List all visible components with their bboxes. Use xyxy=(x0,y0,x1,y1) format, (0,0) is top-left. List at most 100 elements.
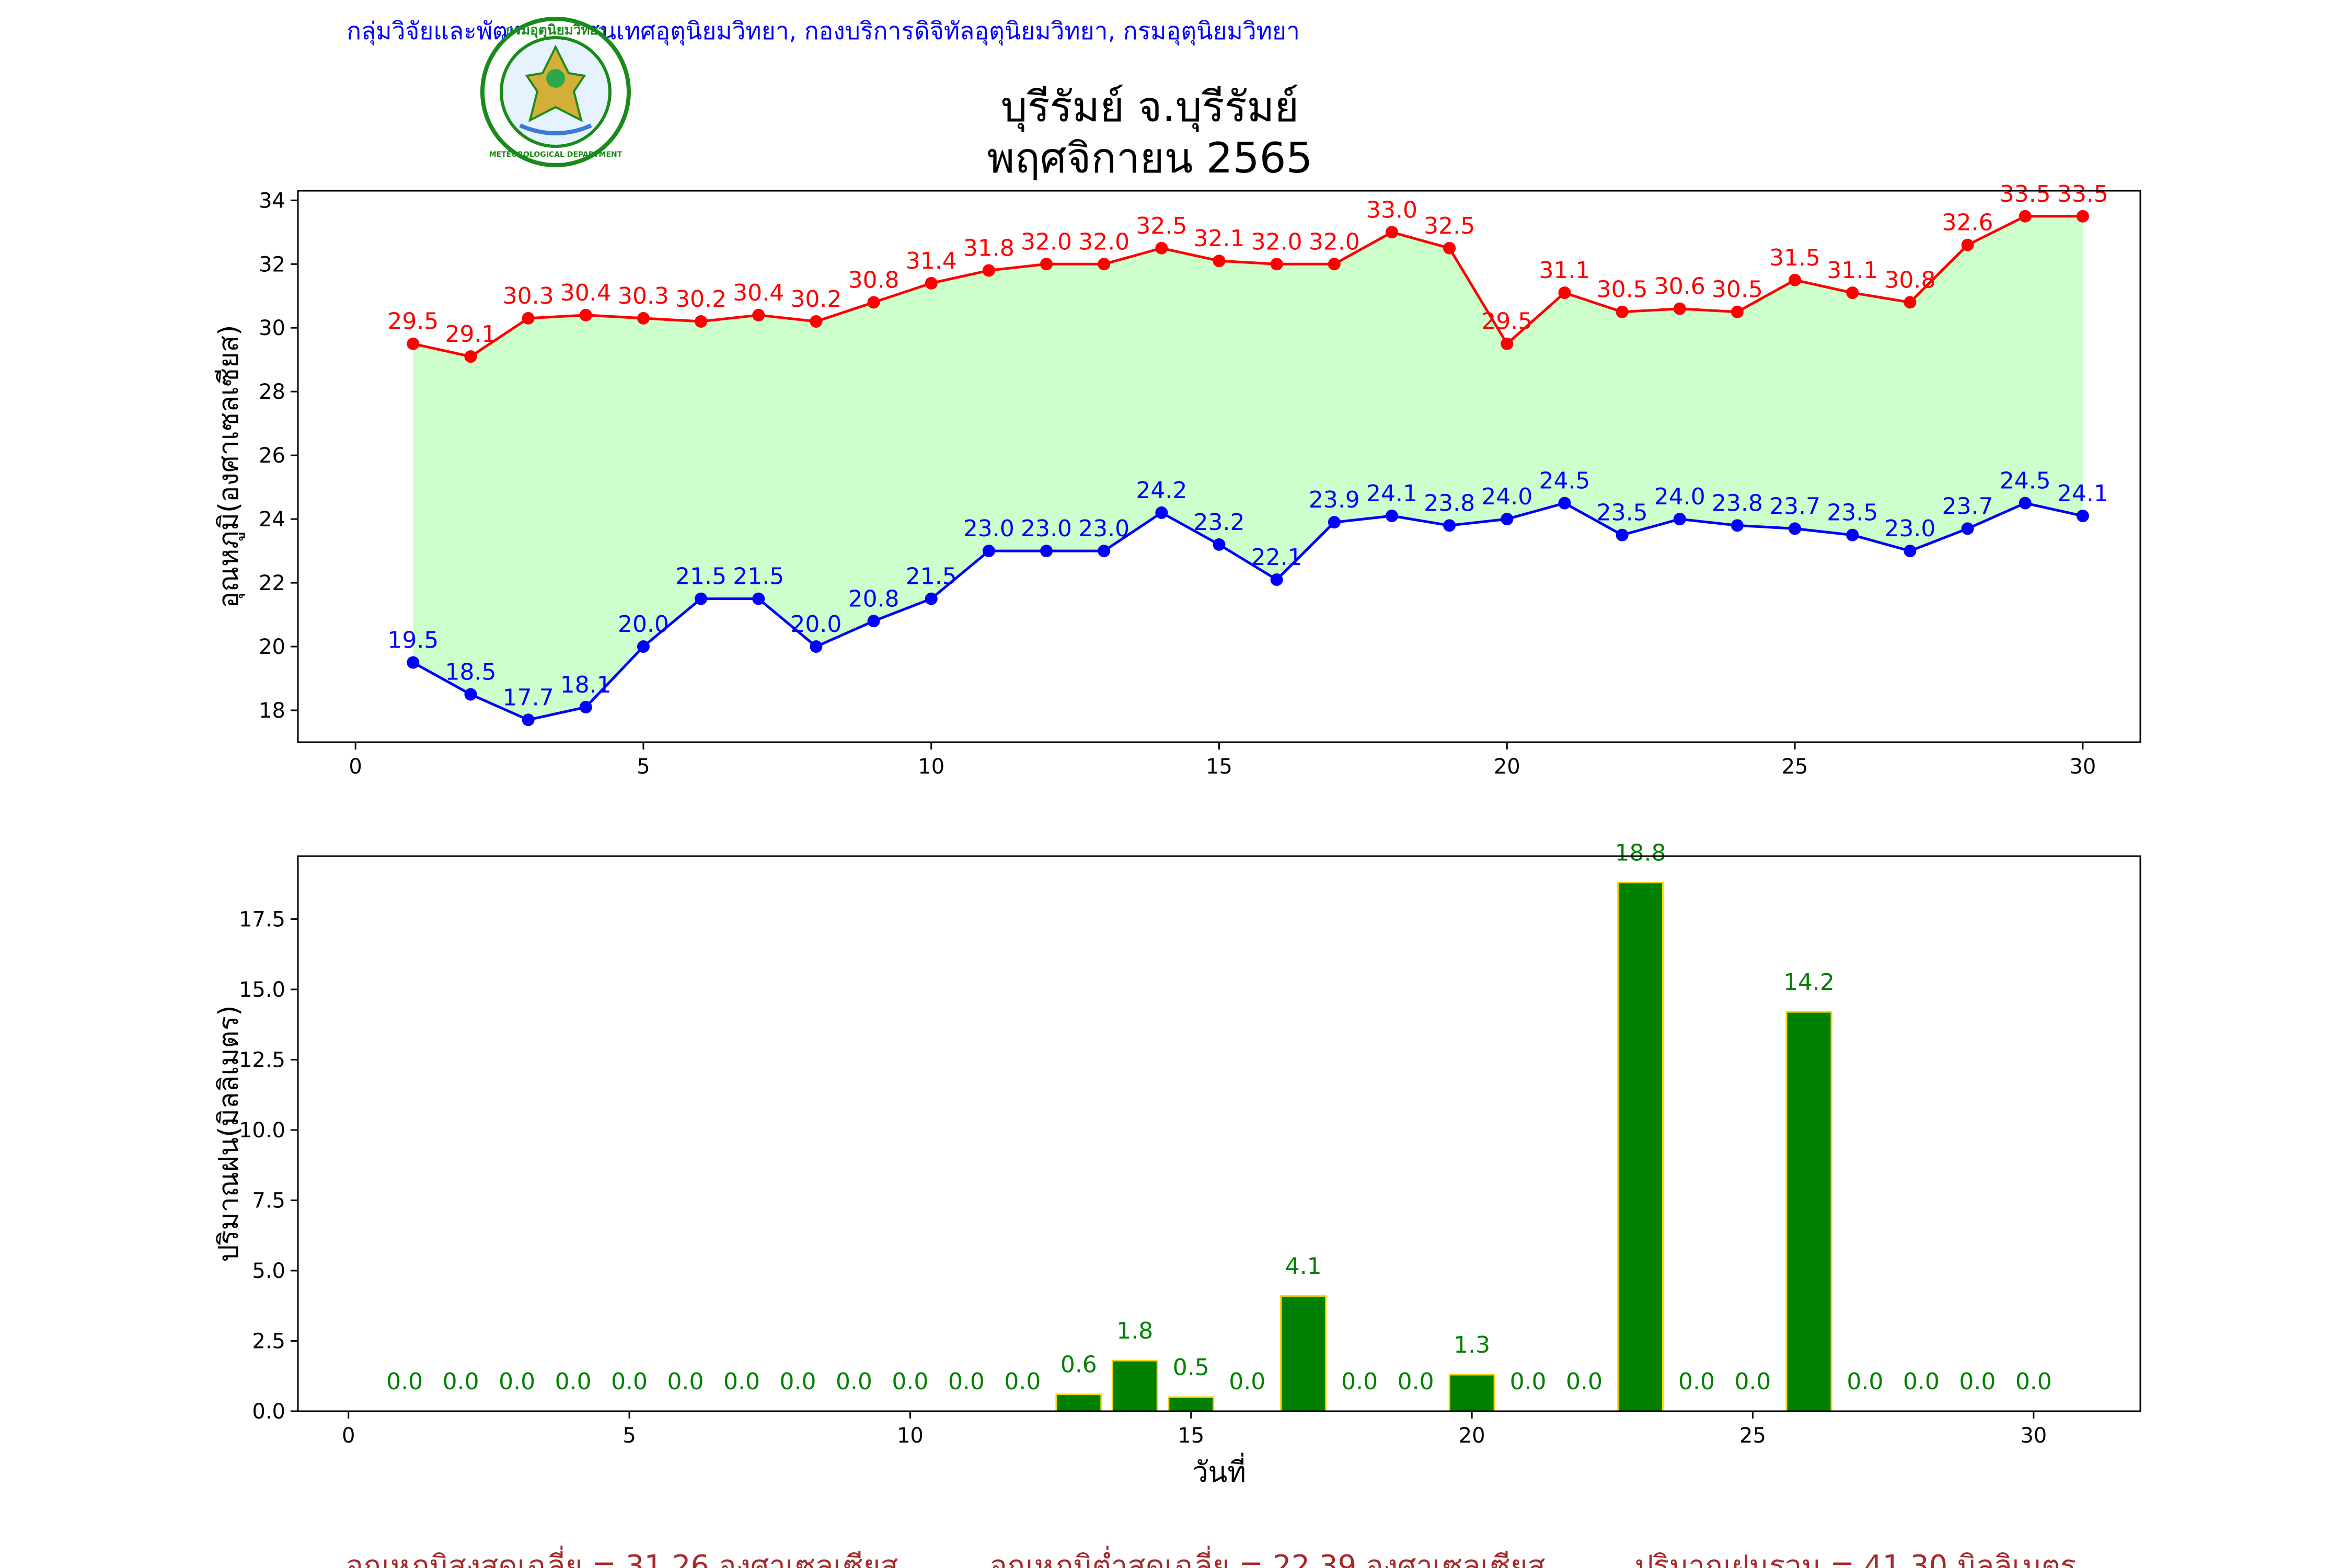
min-temperature-data-label: 24.1 xyxy=(2057,480,2108,507)
rainfall-bar xyxy=(1055,1393,1102,1412)
max-temperature-data-label: 30.4 xyxy=(560,280,612,306)
max-temperature-data-label: 30.8 xyxy=(848,267,900,293)
x-tick-label: 20 xyxy=(1494,755,1520,779)
max-temperature-point xyxy=(579,308,592,321)
min-temperature-line xyxy=(412,501,2083,721)
rainfall-data-label: 1.3 xyxy=(1454,1332,1490,1358)
min-temperature-data-label: 20.8 xyxy=(848,585,900,612)
y-tick-label: 17.5 xyxy=(239,908,285,932)
min-temperature-point xyxy=(1846,528,1859,541)
y-tick-label: 10.0 xyxy=(239,1119,285,1143)
y-tick-label: 34 xyxy=(259,189,285,213)
min-temperature-data-label: 23.0 xyxy=(963,515,1014,542)
rainfall-data-label: 0.0 xyxy=(386,1368,423,1395)
min-temperature-point xyxy=(1501,513,1514,526)
min-temperature-data-label: 24.2 xyxy=(1136,477,1187,504)
max-temperature-point xyxy=(1443,241,1456,255)
min-temperature-data-label: 24.0 xyxy=(1654,483,1705,510)
y-tick-label: 20 xyxy=(259,635,285,659)
min-temperature-point xyxy=(1904,545,1917,558)
min-temperature-point xyxy=(1213,538,1226,551)
org-line: กลุ่มวิจัยและพัฒนาสารสนเทศอุตุนิยมวิทยา,… xyxy=(347,17,1300,46)
min-temperature-data-label: 23.7 xyxy=(1769,493,1820,520)
logo-text-bottom: METEOROLOGICAL DEPARTMENT xyxy=(489,151,622,159)
max-temperature-data-label: 33.0 xyxy=(1366,197,1417,223)
max-temperature-point xyxy=(2019,210,2032,223)
rainfall-data-label: 0.0 xyxy=(611,1368,648,1395)
y-tick-label: 32 xyxy=(259,252,285,276)
min-temperature-point xyxy=(1961,522,1974,535)
rainfall-data-label: 0.0 xyxy=(2015,1368,2052,1395)
rainfall-data-label: 1.8 xyxy=(1116,1318,1153,1344)
min-temperature-point xyxy=(522,713,535,727)
plot-frame xyxy=(297,855,2141,1412)
y-tick-label: 24 xyxy=(259,508,285,532)
max-temperature-point xyxy=(637,312,650,325)
min-temperature-data-label: 21.5 xyxy=(733,563,784,590)
min-temperature-point xyxy=(407,656,420,669)
min-temperature-data-label: 23.5 xyxy=(1827,500,1878,526)
rainfall-data-label: 0.0 xyxy=(1566,1368,1602,1395)
min-temperature-data-label: 21.5 xyxy=(675,563,727,590)
min-temperature-data-label: 23.0 xyxy=(1078,515,1129,542)
x-tick-label: 20 xyxy=(1459,1424,1485,1448)
min-temperature-data-label: 24.1 xyxy=(1366,480,1417,507)
min-temperature-point xyxy=(1558,497,1571,510)
y-tick-label: 18 xyxy=(259,699,285,723)
rainfall-bar xyxy=(1617,882,1664,1412)
y-tick-label: 2.5 xyxy=(252,1330,285,1354)
min-temperature-data-label: 23.5 xyxy=(1597,500,1648,526)
max-temperature-point xyxy=(1961,238,1974,251)
min-temperature-point xyxy=(1731,519,1744,532)
max-temperature-data-label: 29.1 xyxy=(445,321,496,348)
max-temperature-data-label: 32.0 xyxy=(1309,228,1360,255)
min-temperature-data-label: 21.5 xyxy=(906,563,957,590)
max-temperature-point xyxy=(867,296,880,309)
min-temperature-point xyxy=(867,615,880,628)
logo-text-top: กรมอุตุนิยมวิทยา xyxy=(505,22,605,39)
summary-total-rain: ปริมาณฝนรวม = 41.30 มิลลิเมตร xyxy=(1635,1549,2076,1568)
max-temperature-point xyxy=(522,312,535,325)
rainfall-bar xyxy=(1168,1396,1215,1412)
max-temperature-point xyxy=(1385,226,1398,239)
rainfall-data-label: 4.1 xyxy=(1285,1253,1322,1279)
min-temperature-data-label: 23.2 xyxy=(1194,509,1245,536)
max-temperature-data-label: 32.0 xyxy=(1251,228,1302,255)
y-axis-label: อุณหภูมิ(องศาเซลเซียส) xyxy=(213,325,245,608)
x-axis-label: วันที่ xyxy=(1192,1452,1246,1489)
min-temperature-data-label: 17.7 xyxy=(503,684,554,711)
max-temperature-line xyxy=(412,215,2083,358)
min-temperature-point xyxy=(752,592,765,605)
min-temperature-data-label: 23.0 xyxy=(1884,515,1935,542)
y-tick-label: 5.0 xyxy=(252,1259,285,1283)
min-temperature-data-label: 19.5 xyxy=(387,627,439,654)
x-tick-label: 10 xyxy=(897,1424,924,1448)
max-temperature-point xyxy=(1731,305,1744,318)
max-temperature-point xyxy=(1328,258,1341,271)
min-temperature-data-label: 24.0 xyxy=(1481,483,1532,510)
max-temperature-data-label: 29.5 xyxy=(1481,308,1532,335)
max-temperature-data-label: 30.3 xyxy=(503,283,554,309)
rainfall-data-label: 0.0 xyxy=(892,1368,928,1395)
min-temperature-point xyxy=(810,640,823,653)
x-tick-label: 30 xyxy=(2020,1424,2047,1448)
max-temperature-data-label: 30.2 xyxy=(790,286,841,313)
rainfall-chart: 0.0 0.0 0.0 0.0 0.0 0.0 0.0 0.0 0.0 0.0 0.0 0.0 0.6 1… xyxy=(213,840,2141,1489)
x-tick-label: 30 xyxy=(2069,755,2096,779)
max-temperature-data-label: 30.5 xyxy=(1597,276,1648,303)
min-temperature-data-label: 20.0 xyxy=(790,611,841,638)
x-tick-label: 25 xyxy=(1782,755,1808,779)
max-temperature-data-label: 30.2 xyxy=(675,286,727,313)
meteorological-department-logo: กรมอุตุนิยมวิทยา METEOROLOGICAL DEPARTME… xyxy=(480,17,631,167)
min-temperature-data-label: 24.5 xyxy=(1539,468,1590,494)
y-tick-label: 0.0 xyxy=(252,1400,285,1424)
max-temperature-data-label: 32.1 xyxy=(1194,225,1245,252)
max-temperature-data-label: 30.6 xyxy=(1654,273,1705,300)
rainfall-data-label: 0.0 xyxy=(1004,1368,1041,1395)
max-temperature-data-label: 31.4 xyxy=(906,248,957,274)
max-temperature-data-label: 33.5 xyxy=(2000,181,2051,207)
rainfall-bar xyxy=(1111,1359,1158,1412)
max-temperature-data-label: 32.5 xyxy=(1424,213,1475,239)
min-temperature-point xyxy=(579,700,592,713)
